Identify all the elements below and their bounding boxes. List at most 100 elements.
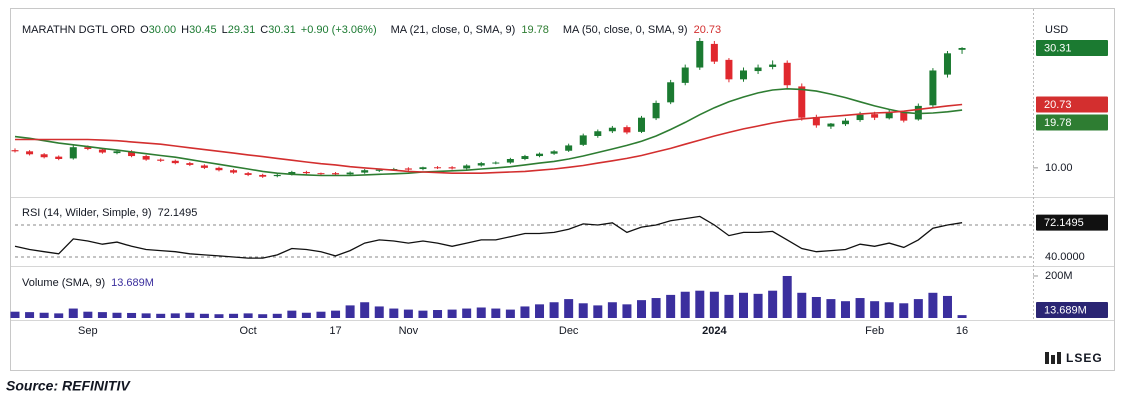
- volume-bar: [229, 313, 239, 318]
- candle-body: [550, 151, 558, 154]
- candle-body: [448, 167, 456, 169]
- volume-bar: [418, 310, 428, 318]
- legend-series-name: MA (21, close, 0, SMA, 9): [391, 24, 516, 36]
- volume-bar: [942, 295, 952, 318]
- volume-bar: [54, 313, 64, 318]
- candle-body: [288, 171, 296, 175]
- volume-bar: [141, 313, 151, 318]
- volume-bar: [768, 290, 778, 318]
- y-tick-label: 40.0000: [1045, 251, 1085, 263]
- candle-body: [84, 147, 92, 149]
- volume-bar: [39, 312, 49, 318]
- candle-body: [608, 127, 616, 132]
- volume-bar: [811, 296, 821, 318]
- candle-body: [638, 117, 646, 132]
- volume-bar: [520, 306, 530, 318]
- volume-bar: [199, 313, 209, 318]
- volume-bar: [10, 311, 20, 318]
- candle-body: [98, 149, 106, 153]
- candle-body: [142, 156, 150, 160]
- legend-quote: C: [260, 24, 268, 36]
- legend-series-name: RSI (14, Wilder, Simple, 9): [22, 207, 152, 219]
- legend-series-value: 19.78: [521, 24, 549, 36]
- legend: MARATHN DGTL ORD O30.00 H30.45 L29.31 C30.31…: [22, 24, 721, 36]
- candle-body: [69, 147, 77, 159]
- candle-body: [871, 114, 879, 118]
- volume-bar: [855, 298, 865, 318]
- volume-bar: [622, 304, 632, 318]
- candle-body: [885, 112, 893, 119]
- price-badge-text: 19.78: [1044, 117, 1072, 129]
- volume-bar: [447, 309, 457, 318]
- volume-badge: [1036, 302, 1108, 318]
- legend: Volume (SMA, 9) 13.689M: [22, 277, 154, 289]
- volume-bar: [491, 308, 501, 318]
- volume-bar: [564, 299, 574, 318]
- candle-body: [26, 151, 34, 155]
- volume-bar: [505, 309, 515, 318]
- volume-bar: [374, 306, 384, 318]
- volume-bar: [83, 311, 93, 318]
- volume-bar: [680, 291, 690, 318]
- volume-bar: [637, 300, 647, 318]
- volume-bar: [345, 305, 355, 318]
- candle-body: [521, 156, 529, 159]
- price-badge: [1036, 114, 1108, 131]
- price-badge-text: 30.31: [1044, 42, 1072, 54]
- legend-quote: 30.45: [189, 24, 217, 36]
- volume-bar: [462, 308, 472, 318]
- legend-series-value: 72.1495: [158, 207, 198, 219]
- volume-bar: [433, 310, 443, 318]
- candle-body: [273, 174, 281, 177]
- candle-body: [696, 40, 704, 68]
- volume-bar: [797, 292, 807, 318]
- volume-bar: [724, 294, 734, 318]
- candle-body: [361, 170, 369, 173]
- candle-body: [215, 167, 223, 171]
- volume-bar: [170, 313, 180, 318]
- volume-bar: [258, 314, 268, 318]
- legend-quote: 29.31: [228, 24, 256, 36]
- candle-body: [244, 173, 252, 175]
- candle-body: [55, 156, 63, 159]
- candle-body: [667, 82, 675, 103]
- currency: USD: [1045, 24, 1068, 36]
- volume-bar: [68, 308, 78, 318]
- legend-series-value: 13.689M: [111, 277, 154, 289]
- source: Source: REFINITIV: [6, 378, 131, 394]
- volume-bar: [112, 312, 122, 318]
- candle-body: [157, 159, 165, 161]
- candle-body: [900, 112, 908, 121]
- rsi-badge: [1036, 214, 1108, 231]
- volume-bar: [928, 292, 938, 318]
- candle-body: [434, 167, 442, 169]
- volume-bar: [782, 275, 792, 318]
- volume-bar: [709, 291, 719, 318]
- volume-bar: [826, 299, 836, 318]
- legend-series-name: Volume (SMA, 9): [22, 277, 105, 289]
- candle-body: [128, 151, 136, 157]
- lseg-logo-icon: [1045, 352, 1061, 364]
- candle-body: [259, 174, 267, 177]
- candle-body: [579, 135, 587, 145]
- candle-body: [798, 86, 806, 118]
- volume-bar: [331, 310, 341, 318]
- candle-body: [565, 145, 573, 151]
- candle-body: [230, 170, 238, 173]
- volume-bar: [739, 292, 748, 318]
- candle-body: [769, 64, 777, 67]
- candle-body: [740, 70, 747, 80]
- y-tick-label: 10.00: [1045, 162, 1073, 174]
- legend-quote: H: [181, 24, 189, 36]
- legend-quote: +0.90 (+3.06%): [301, 24, 377, 36]
- x-tick-label: Oct: [240, 325, 257, 337]
- legend-quote: 30.31: [268, 24, 296, 36]
- candle-body: [943, 53, 951, 75]
- volume-bar: [578, 303, 588, 318]
- volume-bar: [389, 308, 399, 318]
- volume-bar: [360, 302, 370, 318]
- volume-bar: [301, 312, 311, 318]
- volume-bar: [899, 303, 909, 318]
- candle-body: [929, 70, 937, 106]
- legend: RSI (14, Wilder, Simple, 9) 72.1495: [22, 207, 197, 219]
